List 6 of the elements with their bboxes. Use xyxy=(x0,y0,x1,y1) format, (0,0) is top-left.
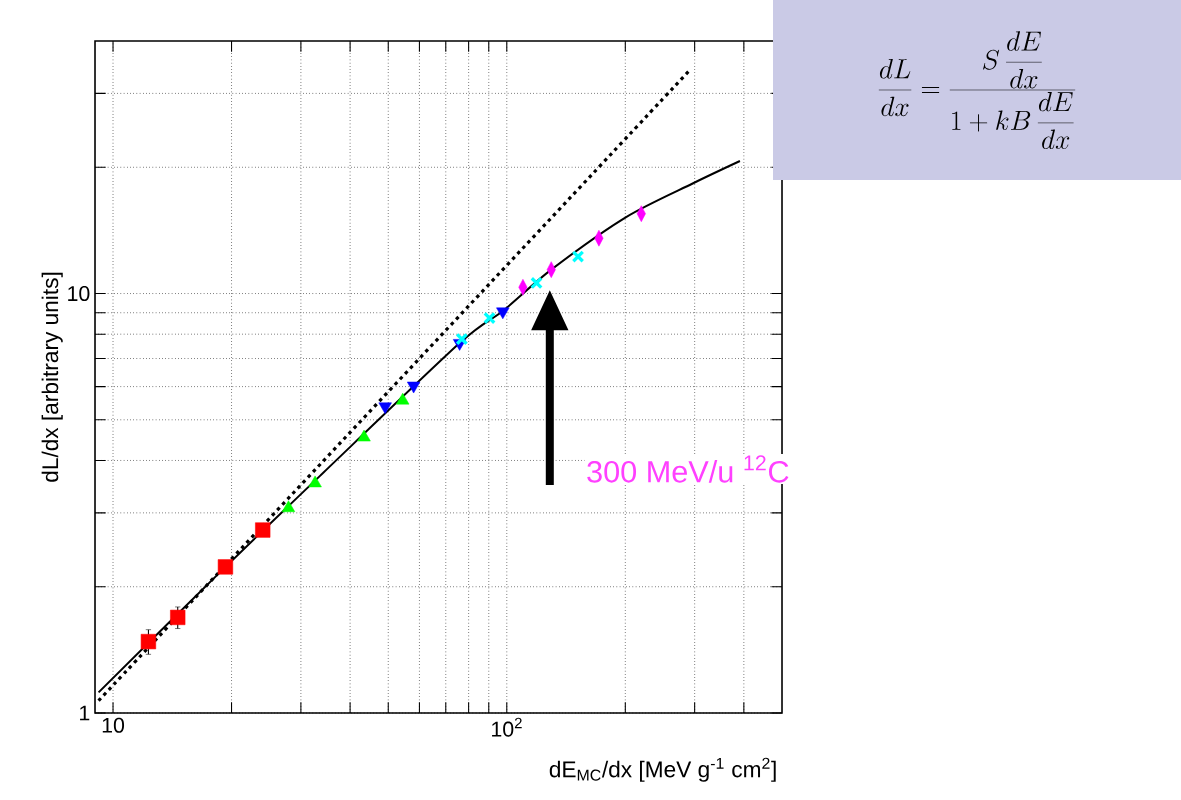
y-tick-label: 1 xyxy=(80,705,90,721)
x-axis-title: dE$_{MC}$/dx [MeV g$^{-1}$ cm$^{2}$] xyxy=(549,757,776,782)
x-tick-label: 10$^{2}$ xyxy=(492,717,522,737)
annotation: 300 MeV/u $^{12}$C xyxy=(587,455,789,483)
y-axis-title: dL/dx [arbitrary units] xyxy=(41,272,63,482)
text: $\frac{dL}{dx}=\frac{S\,\displaystyle\frac{dE}{dx}}{1+kB\,\displaystyle\frac{dE}{dx}}$ xyxy=(878,31,1076,150)
